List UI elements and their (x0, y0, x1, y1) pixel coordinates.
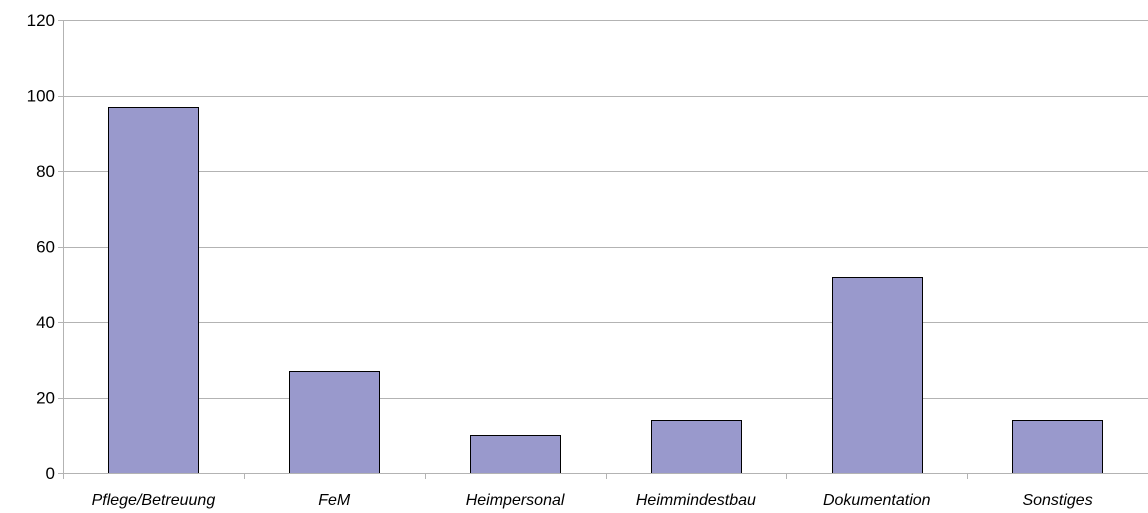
axes (58, 20, 1148, 479)
y-tick-label: 0 (46, 464, 55, 483)
x-category-label: Dokumentation (823, 492, 931, 509)
y-tick-label: 120 (27, 11, 55, 30)
x-category-label: FeM (318, 492, 351, 509)
y-tick-label: 80 (36, 162, 55, 181)
y-tick-label: 100 (27, 87, 55, 106)
bars (108, 107, 1103, 474)
bar-heimpersonal (470, 435, 561, 474)
bar-dokumentation (832, 277, 923, 474)
x-category-label: Heimpersonal (466, 492, 565, 509)
y-tick-label: 40 (36, 313, 55, 332)
bar-sonstiges (1012, 420, 1103, 474)
bar-pflege-betreuung (108, 107, 199, 474)
bar-fem (289, 371, 380, 474)
y-axis-tick-labels: 0 20 40 60 80 100 120 (27, 11, 55, 483)
x-category-label: Pflege/Betreuung (92, 492, 216, 509)
x-category-label: Heimmindestbau (636, 492, 756, 509)
x-axis-category-labels: Pflege/Betreuung FeM Heimpersonal Heimminde… (92, 492, 1093, 509)
bar-heimmindestbau (651, 420, 742, 474)
x-category-label: Sonstiges (1022, 492, 1092, 509)
gridlines (63, 20, 1148, 399)
y-tick-label: 60 (36, 238, 55, 257)
y-tick-label: 20 (36, 389, 55, 408)
